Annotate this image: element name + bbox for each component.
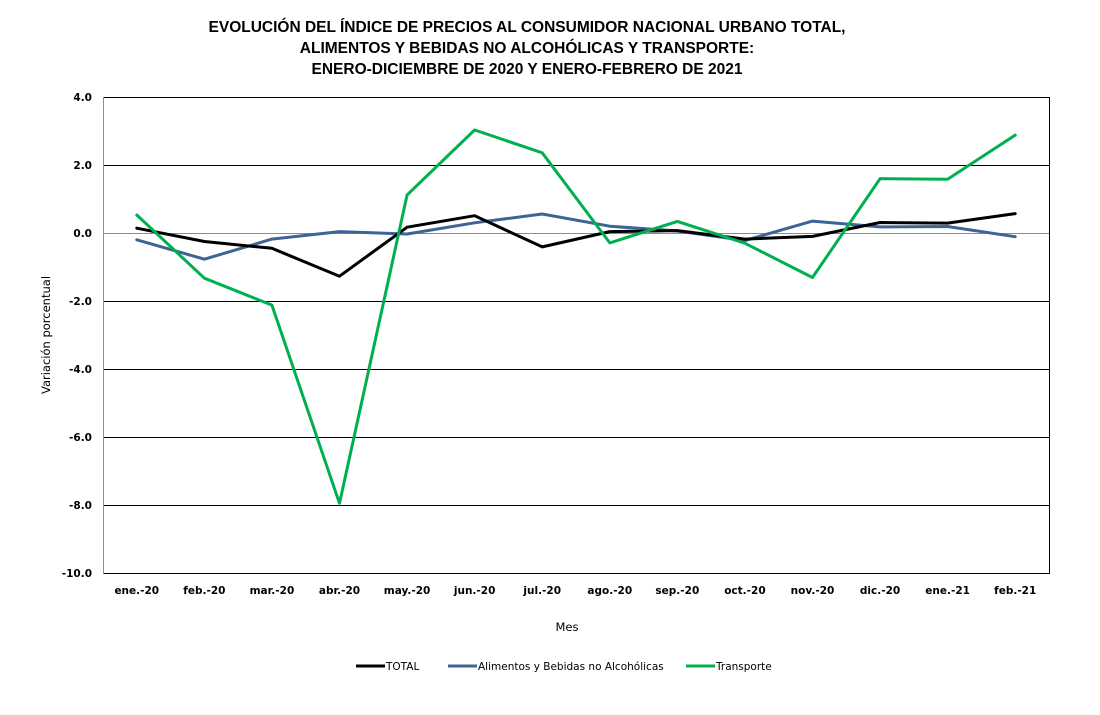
x-tick-label: jul.-20 bbox=[522, 585, 561, 597]
legend-label-transporte: Transporte bbox=[715, 661, 772, 673]
x-axis-ticks: ene.-20 feb.-20 mar.-20 abr.-20 may.-20 jun.-… bbox=[114, 585, 1036, 597]
x-tick-label: nov.-20 bbox=[791, 585, 835, 597]
x-tick-label: ene.-20 bbox=[114, 585, 159, 597]
x-tick-label: oct.-20 bbox=[724, 585, 765, 597]
y-tick-label: -2.0 bbox=[69, 296, 92, 308]
x-tick-label: mar.-20 bbox=[250, 585, 295, 597]
y-tick-label: 2.0 bbox=[73, 160, 92, 172]
y-tick-label: -8.0 bbox=[69, 500, 92, 512]
x-tick-label: ene.-21 bbox=[925, 585, 970, 597]
x-tick-label: may.-20 bbox=[384, 585, 431, 597]
series-line-alimentos-y-bebidas-no-alcoholicas bbox=[135, 212, 1017, 261]
y-tick-label: -10.0 bbox=[62, 568, 92, 580]
chart-title-line-1: EVOLUCIÓN DEL ÍNDICE DE PRECIOS AL CONSU… bbox=[209, 18, 846, 36]
series-line-transporte bbox=[135, 128, 1017, 505]
chart-title-line-2: ALIMENTOS Y BEBIDAS NO ALCOHÓLICAS Y TRA… bbox=[300, 39, 754, 57]
x-tick-label: sep.-20 bbox=[655, 585, 699, 597]
series-line-total bbox=[135, 212, 1017, 278]
chart-title-line-3: ENERO-DICIEMBRE DE 2020 Y ENERO-FEBRERO … bbox=[312, 61, 743, 78]
y-tick-label: 0.0 bbox=[73, 228, 92, 240]
x-tick-label: feb.-20 bbox=[183, 585, 225, 597]
x-tick-label: dic.-20 bbox=[860, 585, 900, 597]
x-axis-label: Mes bbox=[556, 620, 579, 634]
x-tick-label: abr.-20 bbox=[319, 585, 360, 597]
y-tick-label: 4.0 bbox=[73, 92, 92, 104]
gridlines bbox=[103, 97, 1049, 574]
legend-label-total: TOTAL bbox=[385, 661, 419, 673]
y-axis-ticks: 4.0 2.0 0.0 -2.0 -4.0 -6.0 -8.0 -10.0 bbox=[62, 92, 92, 580]
legend: TOTAL Alimentos y Bebidas no Alcohólicas T… bbox=[356, 661, 772, 673]
series-lines bbox=[135, 128, 1017, 505]
x-tick-label: feb.-21 bbox=[994, 585, 1036, 597]
plot-area bbox=[103, 97, 1050, 574]
chart-title: EVOLUCIÓN DEL ÍNDICE DE PRECIOS AL CONSU… bbox=[209, 18, 846, 78]
y-tick-label: -6.0 bbox=[69, 432, 92, 444]
x-tick-label: ago.-20 bbox=[587, 585, 632, 597]
y-tick-label: -4.0 bbox=[69, 364, 92, 376]
legend-label-alimentos-y-bebidas-no-alcoholicas: Alimentos y Bebidas no Alcohólicas bbox=[478, 661, 664, 673]
y-axis-label: Variación porcentual bbox=[39, 276, 53, 394]
x-tick-label: jun.-20 bbox=[453, 585, 496, 597]
